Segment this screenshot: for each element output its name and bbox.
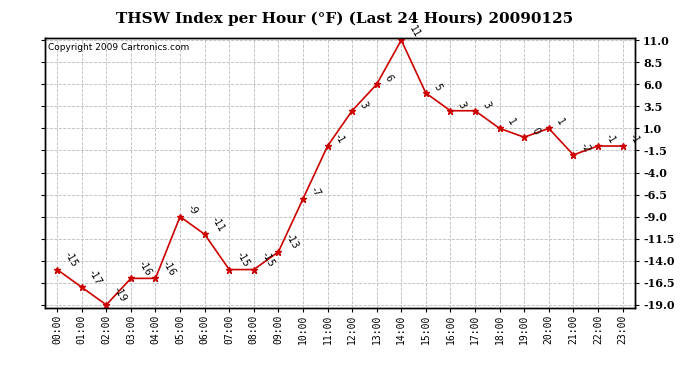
Text: 5: 5 <box>431 82 443 92</box>
Text: -15: -15 <box>63 250 79 269</box>
Text: -1: -1 <box>628 132 642 145</box>
Text: -16: -16 <box>137 259 153 278</box>
Text: 0: 0 <box>530 126 542 136</box>
Text: -15: -15 <box>235 250 251 269</box>
Text: Copyright 2009 Cartronics.com: Copyright 2009 Cartronics.com <box>48 43 189 52</box>
Text: -15: -15 <box>259 250 276 269</box>
Text: -19: -19 <box>112 285 128 304</box>
Text: -13: -13 <box>284 232 300 251</box>
Text: 3: 3 <box>480 100 492 110</box>
Text: -2: -2 <box>579 141 593 154</box>
Text: -16: -16 <box>161 259 177 278</box>
Text: THSW Index per Hour (°F) (Last 24 Hours) 20090125: THSW Index per Hour (°F) (Last 24 Hours)… <box>117 11 573 26</box>
Text: -1: -1 <box>604 132 617 145</box>
Text: 1: 1 <box>554 117 566 128</box>
Text: 1: 1 <box>505 117 517 128</box>
Text: 3: 3 <box>357 100 369 110</box>
Text: 6: 6 <box>382 73 394 84</box>
Text: -11: -11 <box>210 215 227 234</box>
Text: -9: -9 <box>186 202 199 216</box>
Text: -17: -17 <box>87 268 104 286</box>
Text: 11: 11 <box>407 24 422 39</box>
Text: 3: 3 <box>456 100 468 110</box>
Text: -1: -1 <box>333 132 346 145</box>
Text: -7: -7 <box>308 185 322 198</box>
